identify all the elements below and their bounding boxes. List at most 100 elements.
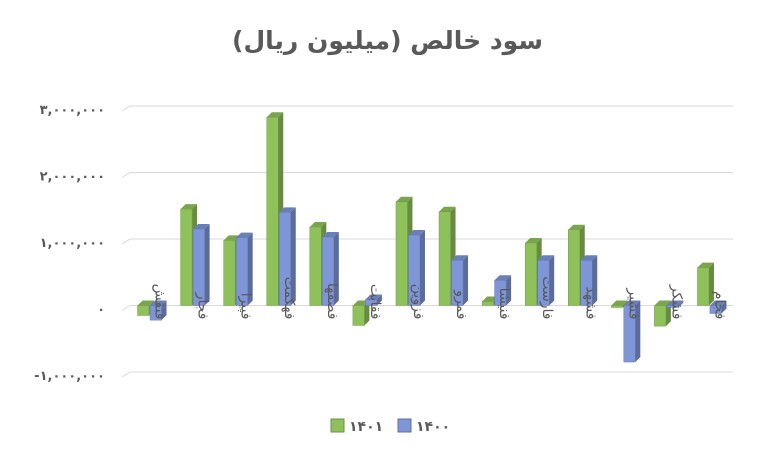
bar-front	[149, 305, 162, 321]
bar-front	[395, 201, 408, 306]
bar-side	[290, 207, 296, 306]
x-tick-label: فشیر	[625, 287, 641, 319]
bar-side	[161, 300, 167, 321]
bar-front	[654, 305, 667, 327]
bar-front	[235, 237, 248, 306]
bar-side	[333, 232, 339, 306]
bar-side	[506, 275, 512, 306]
bar-top	[568, 224, 585, 230]
bar-top	[709, 300, 727, 306]
bar-series2	[235, 232, 253, 306]
x-tick-label: فزوین	[410, 284, 426, 320]
bar-front	[611, 305, 624, 308]
bar-top	[322, 232, 339, 238]
x-tick-label: فشهد	[582, 287, 598, 320]
bar-series2	[365, 294, 382, 306]
bar-top	[525, 237, 542, 243]
x-tick-label: فنیشا	[496, 288, 512, 320]
bar-top	[580, 255, 598, 261]
legend-item: ۱۴۰۱	[330, 418, 383, 435]
bar-front	[697, 267, 710, 306]
bar-series2	[451, 255, 469, 306]
bar-side	[463, 255, 469, 306]
x-tick-label: فشکر	[668, 284, 684, 320]
bar-top	[666, 300, 684, 306]
bar-front	[666, 305, 679, 308]
bar-side	[635, 300, 641, 363]
bar-side	[592, 255, 598, 306]
bar-front	[192, 228, 205, 306]
gridline-slant	[121, 172, 131, 178]
bar-series1	[697, 262, 714, 306]
bar-front	[709, 305, 722, 314]
bar-front	[438, 211, 451, 306]
x-tick-label: فپیرا	[238, 293, 254, 320]
bar-front	[494, 279, 507, 306]
x-tick-label: فنقش	[152, 284, 168, 320]
bar-series2	[537, 255, 555, 306]
bar-top	[611, 300, 628, 306]
bar-series2	[494, 275, 512, 306]
bar-side	[247, 232, 253, 306]
bar-top	[408, 230, 425, 236]
bar-series2	[279, 207, 296, 306]
bar-top	[654, 300, 671, 306]
bar-side	[376, 294, 382, 306]
bars	[137, 112, 727, 363]
bar-top	[623, 300, 641, 306]
x-tick-label: فصفها	[324, 283, 340, 320]
bar-top	[266, 112, 284, 118]
gridlines	[121, 105, 733, 378]
bar-top	[365, 294, 382, 300]
bar-front	[322, 236, 335, 306]
legend-label: ۱۴۰۱	[349, 419, 383, 435]
bar-front	[279, 212, 291, 306]
gridline-slant	[121, 238, 131, 245]
y-tick-label: ۳,۰۰۰,۰۰۰	[40, 103, 105, 118]
bar-side	[364, 300, 370, 326]
bar-front	[451, 260, 464, 306]
bar-side	[678, 300, 684, 308]
x-tick-label: فمرو	[453, 289, 469, 319]
bar-top	[236, 232, 253, 238]
bar-front	[309, 226, 322, 306]
x-tick-label: فهکمت	[281, 277, 297, 320]
bar-front	[266, 117, 279, 306]
x-tick-label: فقابت	[367, 284, 383, 320]
legend-swatch	[330, 418, 345, 433]
bar-series2	[192, 224, 210, 306]
x-tick-label: فجام	[711, 291, 727, 320]
x-axis-labels: فنقش فجار فپیرا فهکمت فصفها فقابت فزوین فمرو فنی…	[152, 276, 728, 319]
legend-swatch	[397, 418, 412, 433]
bar-top	[180, 204, 198, 210]
bar-series2	[322, 232, 339, 306]
bar-series2	[149, 300, 167, 321]
bar-front	[623, 305, 636, 363]
x-tick-label: فجار	[195, 292, 211, 320]
y-tick-label: ۰	[97, 303, 105, 318]
bar-side	[721, 300, 727, 314]
bar-top	[697, 262, 714, 268]
y-tick-label: ۲,۰۰۰,۰۰۰	[40, 170, 105, 185]
bar-front	[352, 305, 365, 326]
bar-side	[204, 224, 210, 306]
bar-series2	[408, 230, 425, 306]
legend-item: ۱۴۰۰	[397, 418, 450, 435]
chart-title: سود خالص (میلیون ریال)	[232, 26, 543, 55]
bar-top	[193, 224, 210, 230]
gridline-slant	[121, 105, 131, 112]
bar-top	[439, 206, 456, 212]
bar-front	[568, 229, 580, 306]
bar-front	[365, 299, 378, 306]
gridline-slant	[121, 371, 131, 378]
bar-side	[708, 262, 714, 306]
legend: ۱۴۰۱ ۱۴۰۰	[330, 418, 450, 435]
x-tick-label: فارست	[539, 276, 555, 319]
bar-top	[309, 222, 327, 228]
bar-front	[408, 234, 421, 306]
bar-series2	[580, 255, 598, 306]
bar-front	[537, 260, 550, 306]
bar-top	[451, 255, 469, 261]
